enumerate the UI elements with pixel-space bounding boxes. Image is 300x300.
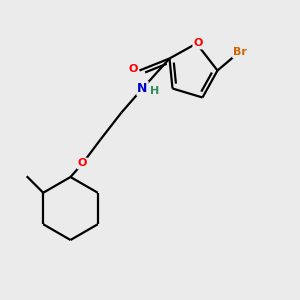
Text: O: O (78, 158, 87, 169)
Text: O: O (193, 38, 203, 49)
Text: O: O (128, 64, 138, 74)
Text: Br: Br (233, 47, 247, 58)
Text: N: N (137, 82, 148, 95)
Text: H: H (151, 86, 160, 96)
